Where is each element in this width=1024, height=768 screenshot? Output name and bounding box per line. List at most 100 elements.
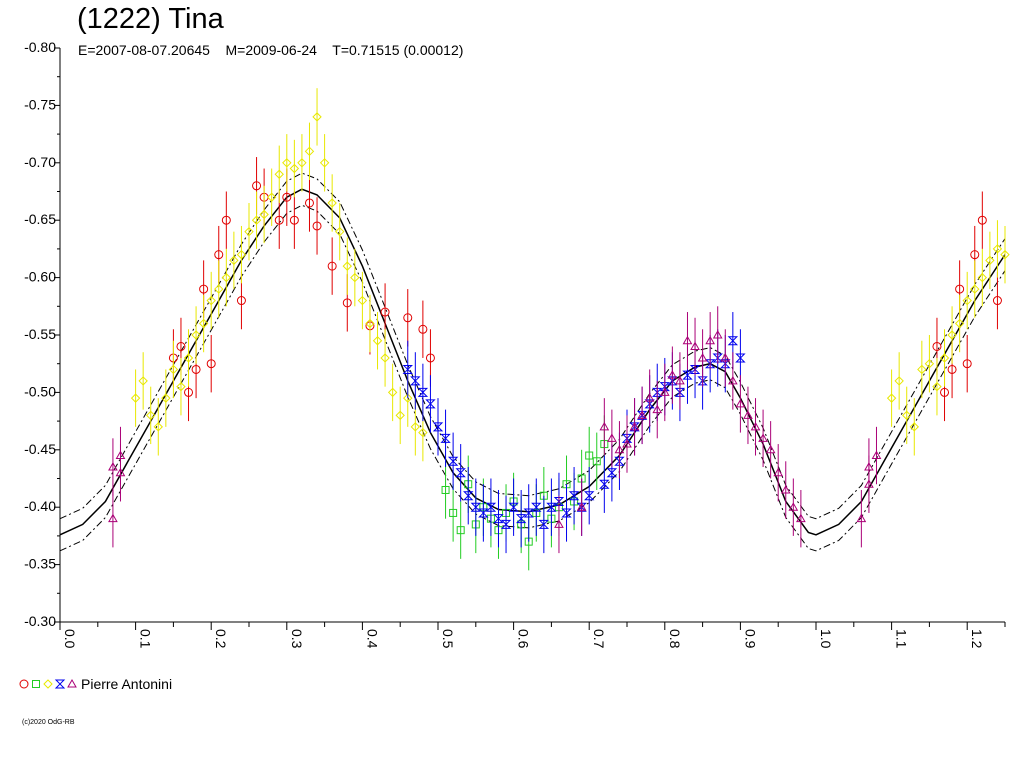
point-marker (585, 451, 594, 460)
point-marker (312, 112, 322, 122)
data-point (350, 248, 360, 307)
point-marker (720, 359, 731, 369)
data-point (917, 340, 927, 399)
y-tick-label: -0.80 (24, 39, 56, 55)
x-tick-label: 1.1 (894, 629, 910, 649)
data-point (440, 409, 451, 468)
point-marker (546, 502, 557, 512)
point-marker (312, 221, 322, 231)
data-point (871, 426, 882, 485)
point-marker (191, 364, 201, 374)
data-point (161, 369, 171, 427)
point-marker (599, 479, 610, 489)
data-point (244, 202, 254, 261)
data-point (697, 329, 708, 387)
data-point (954, 294, 965, 353)
point-marker (199, 284, 209, 294)
point-marker (924, 358, 935, 369)
point-marker (229, 255, 239, 266)
data-point (168, 340, 179, 399)
data-point (312, 197, 322, 255)
point-marker (773, 467, 784, 477)
point-marker (418, 324, 428, 334)
point-marker (689, 364, 701, 374)
point-marker (244, 226, 254, 237)
data-point (176, 357, 186, 416)
point-marker (932, 381, 942, 392)
x-tick-label: 0.3 (289, 629, 305, 649)
point-marker (720, 352, 731, 362)
point-marker (796, 513, 806, 523)
point-marker (705, 335, 716, 345)
data-point (229, 231, 239, 290)
x-tick-label: 0.8 (667, 629, 683, 649)
point-marker (697, 376, 708, 386)
point-marker (743, 410, 753, 419)
x-tick-label: 0.9 (742, 629, 758, 649)
data-point (183, 329, 194, 387)
point-marker (259, 209, 269, 220)
point-marker (183, 353, 194, 363)
point-marker (327, 261, 337, 271)
point-marker (372, 336, 383, 346)
data-point (304, 122, 315, 181)
point-marker (108, 462, 118, 471)
point-marker (251, 215, 262, 225)
x-tick-label: 1.2 (969, 629, 985, 649)
data-point (289, 191, 299, 249)
legend-symbol-triangle (67, 678, 77, 688)
point-marker (614, 456, 625, 466)
point-marker (962, 359, 972, 369)
point-marker (682, 335, 693, 345)
point-marker (977, 272, 988, 283)
point-marker (304, 198, 314, 208)
point-marker (712, 353, 723, 363)
data-point (493, 489, 504, 548)
point-marker (561, 508, 572, 518)
point-marker (780, 484, 791, 494)
point-marker (750, 421, 761, 431)
point-marker (568, 491, 580, 501)
data-point (622, 415, 632, 473)
point-marker (607, 433, 617, 442)
data-point (221, 191, 231, 249)
point-marker (704, 359, 716, 369)
point-marker (191, 330, 201, 340)
point-marker (282, 192, 292, 202)
point-marker (449, 508, 458, 517)
point-marker (690, 341, 700, 350)
point-marker (970, 284, 980, 294)
point-marker (554, 519, 564, 528)
y-tick-label: -0.35 (24, 556, 56, 572)
point-marker (380, 307, 390, 317)
data-point (667, 346, 678, 404)
point-marker (682, 370, 693, 380)
data-point (115, 444, 126, 502)
point-marker (108, 513, 118, 523)
data-point (500, 495, 512, 554)
data-point (561, 484, 572, 542)
data-point (206, 335, 216, 393)
y-tick-label: -0.50 (24, 383, 56, 399)
data-point (327, 174, 337, 232)
point-marker (667, 376, 678, 386)
data-point (902, 386, 912, 445)
data-point (508, 478, 519, 536)
data-point (690, 317, 700, 376)
legend-symbols (19, 678, 77, 689)
data-point (796, 489, 806, 548)
point-marker (727, 336, 739, 346)
x-tick-label: 0.2 (213, 629, 229, 649)
point-marker (387, 387, 398, 398)
data-point (108, 489, 118, 548)
point-marker (576, 502, 587, 512)
data-point (380, 329, 390, 387)
point-marker (652, 404, 663, 414)
data-point (637, 386, 647, 445)
point-marker (493, 514, 504, 524)
y-tick-label: -0.55 (24, 326, 56, 342)
data-point (146, 386, 156, 445)
data-point (743, 386, 753, 445)
point-marker (335, 226, 345, 237)
data-point (727, 352, 738, 410)
